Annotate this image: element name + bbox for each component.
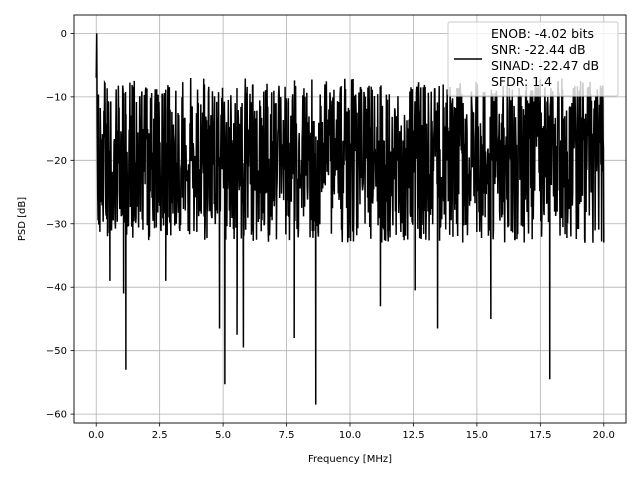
y-tick-label: −10 [46,92,67,103]
y-tick-label: −40 [46,283,67,294]
y-tick-label: −50 [46,346,67,357]
y-tick-label: −60 [46,410,67,421]
x-tick-label: 12.5 [402,430,424,441]
y-axis-label: PSD [dB] [17,197,28,241]
legend: ENOB: -4.02 bits SNR: -22.44 dB SINAD: -… [447,21,619,97]
y-tick-label: −20 [46,156,67,167]
x-tick-label: 20.0 [593,430,615,441]
plot-area [95,33,605,405]
x-tick-label: 2.5 [152,430,168,441]
psd-series-line [95,33,605,405]
legend-entry-sinad: SINAD: -22.47 dB [491,58,599,73]
x-axis-label: Frequency [MHz] [308,454,392,465]
x-tick-label: 17.5 [529,430,551,441]
x-tick-label: 15.0 [466,430,488,441]
legend-box [447,21,619,97]
x-tick-label: 0.0 [88,430,104,441]
legend-entry-sfdr: SFDR: 1.4 [491,74,552,89]
legend-entry-enob: ENOB: -4.02 bits [491,26,594,41]
y-tick-label: −30 [46,219,67,230]
x-axis: 0.0 2.5 5.0 7.5 10.0 12.5 15.0 17.5 20.0 [88,423,615,441]
legend-entry-snr: SNR: -22.44 dB [491,42,586,57]
x-tick-label: 7.5 [279,430,295,441]
y-axis: 0 −10 −20 −30 −40 −50 −60 [46,29,74,421]
x-tick-label: 5.0 [215,430,231,441]
x-tick-label: 10.0 [339,430,361,441]
y-tick-label: 0 [61,29,67,40]
